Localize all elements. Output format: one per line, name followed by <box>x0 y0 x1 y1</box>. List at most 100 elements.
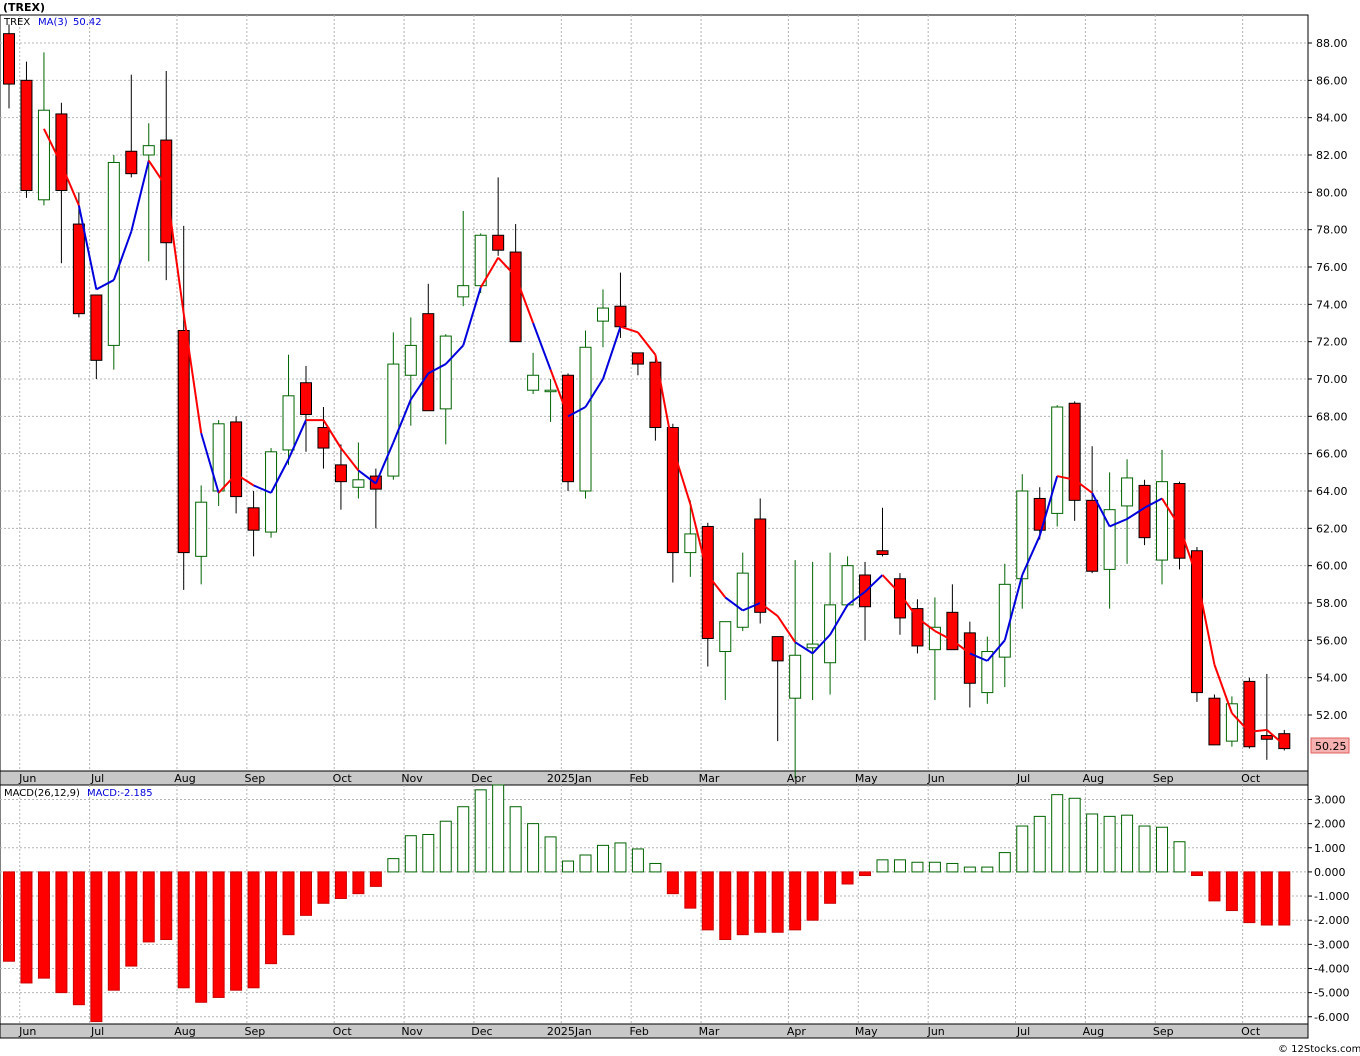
macd-bar-positive <box>527 823 540 873</box>
ma-segment <box>916 617 936 632</box>
candle-body-down <box>893 578 906 619</box>
ma-segment <box>409 372 430 401</box>
price-legend-ma: MA(3) <box>38 17 68 28</box>
price-y-tick-label: 66.00 <box>1316 448 1348 461</box>
macd-bar-positive <box>1173 841 1186 873</box>
price-x-tick-label: May <box>855 772 878 785</box>
macd-x-tick-label: Jul <box>90 1025 104 1038</box>
macd-y-tick-label: -3.000 <box>1314 938 1349 951</box>
macd-bar-positive <box>981 866 994 873</box>
candle-body-up <box>142 145 155 156</box>
candle <box>649 356 662 441</box>
ma-segment <box>1249 728 1267 733</box>
candle-body-down <box>72 223 85 315</box>
ma-segment <box>934 630 953 642</box>
candle <box>928 597 941 701</box>
ma-segment <box>532 322 552 371</box>
ma-segment <box>1161 497 1181 527</box>
candle <box>282 354 295 465</box>
candle-body-down <box>230 421 243 498</box>
candle-body-up <box>282 395 295 451</box>
macd-legend-label: MACD(26,12,9) <box>4 788 80 799</box>
ma-segment <box>497 256 517 278</box>
candle-body-down <box>1173 483 1186 559</box>
ma-segment <box>182 313 203 434</box>
ma-segment <box>357 469 377 485</box>
macd-bar-positive <box>422 833 435 873</box>
candle-body-down <box>911 608 924 647</box>
chart-symbol-title: (TREX) <box>3 1 45 14</box>
candle-body-up <box>841 565 854 606</box>
macd-bar-negative <box>212 871 225 998</box>
candle-body-up <box>789 654 802 699</box>
macd-x-tick-label: Jul <box>1016 1025 1030 1038</box>
price-x-tick-label: Oct <box>333 772 353 785</box>
macd-bar-negative <box>666 871 679 895</box>
candle-body-down <box>1208 697 1221 746</box>
ma-segment <box>584 378 604 408</box>
ma-segment <box>374 442 395 484</box>
candle-body-down <box>876 550 889 555</box>
macd-bar-positive <box>876 859 889 873</box>
ma-segment <box>951 639 971 655</box>
candle <box>806 561 819 701</box>
candle <box>1190 547 1203 702</box>
price-y-tick-label: 82.00 <box>1316 149 1348 162</box>
candle-body-up <box>107 161 120 346</box>
macd-y-tick-label: -2.000 <box>1314 914 1349 927</box>
price-y-tick-label: 58.00 <box>1316 597 1348 610</box>
ma-segment <box>864 574 884 593</box>
macd-y-tick-label: -6.000 <box>1314 1011 1349 1024</box>
ma-segment <box>77 205 98 290</box>
macd-bar-positive <box>1156 826 1169 873</box>
candle-body-up <box>457 285 470 298</box>
ma-segment <box>689 503 709 576</box>
candle <box>1103 472 1116 609</box>
macd-bar-negative <box>107 871 120 991</box>
candle-body-down <box>771 636 784 662</box>
candle <box>911 599 924 654</box>
price-x-tick-label: Nov <box>401 772 423 785</box>
candle-body-up <box>195 501 208 557</box>
candle <box>439 334 452 445</box>
macd-bar-negative <box>20 871 33 984</box>
candle-body-down <box>631 352 644 365</box>
macd-bars <box>3 784 1291 1023</box>
macd-y-tick-label: 3.000 <box>1314 793 1346 806</box>
ma-segment <box>1213 664 1233 714</box>
macd-x-tick-label: 2025Jan <box>547 1025 592 1038</box>
macd-bar-positive <box>614 842 627 873</box>
candle-body-down <box>1260 735 1273 740</box>
candle-body-up <box>527 374 540 391</box>
candle-body-down <box>509 251 522 343</box>
copyright: © 12Stocks.com <box>1278 1044 1360 1055</box>
macd-bar-negative <box>247 871 260 989</box>
ma-segment <box>200 432 220 494</box>
candle-body-up <box>928 626 941 651</box>
macd-x-tick-label: Oct <box>1241 1025 1261 1038</box>
price-y-tick-label: 62.00 <box>1316 522 1348 535</box>
candle-body-up <box>544 389 557 393</box>
price-month-axis <box>0 770 1309 786</box>
price-x-tick-label: Sep <box>244 772 265 785</box>
ma-segment <box>794 641 814 655</box>
macd-bar-negative <box>1243 871 1256 924</box>
macd-x-axis: Jun Jul Aug Sep Oct Nov Dec 2025Jan Feb Mar Apr May… <box>18 1025 1261 1038</box>
candle <box>789 560 802 779</box>
candle-body-up <box>596 307 609 322</box>
price-y-tick-label: 64.00 <box>1316 485 1348 498</box>
ma-segment <box>1091 492 1111 527</box>
price-x-tick-label: Aug <box>1083 772 1104 785</box>
macd-bar-negative <box>754 871 767 933</box>
candle-body-down <box>422 313 435 412</box>
candle-body-down <box>20 79 33 191</box>
candle-body-down <box>55 113 68 191</box>
price-y-tick-label: 88.00 <box>1316 37 1348 50</box>
candle-body-down <box>649 361 662 429</box>
macd-bar-positive <box>893 859 906 873</box>
candle <box>107 155 120 370</box>
candle <box>247 491 260 557</box>
price-x-tick-label: Oct <box>1241 772 1261 785</box>
macd-bar-positive <box>1016 825 1029 873</box>
candle <box>1121 459 1134 564</box>
